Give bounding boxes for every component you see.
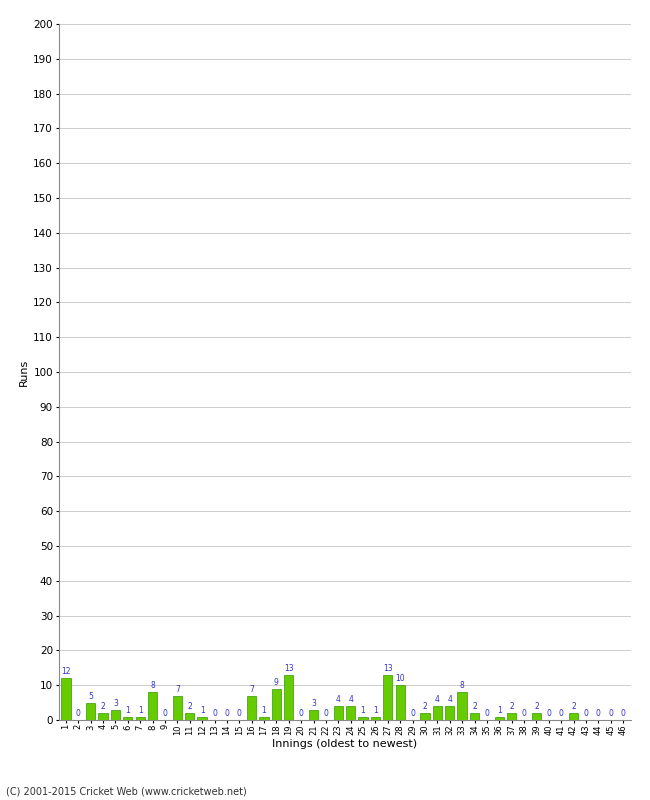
Text: 7: 7 (175, 685, 180, 694)
Text: 0: 0 (621, 710, 625, 718)
Text: 0: 0 (547, 710, 551, 718)
Text: 1: 1 (200, 706, 205, 714)
Text: 4: 4 (348, 695, 353, 704)
Bar (532, 713, 541, 720)
Text: 3: 3 (113, 699, 118, 708)
Bar (148, 692, 157, 720)
Text: 2: 2 (187, 702, 192, 711)
Text: 0: 0 (559, 710, 564, 718)
Bar (247, 696, 256, 720)
Text: 2: 2 (571, 702, 576, 711)
Bar (396, 685, 405, 720)
Bar (198, 717, 207, 720)
Text: 2: 2 (534, 702, 539, 711)
Bar (98, 713, 108, 720)
Bar (358, 717, 368, 720)
Text: 2: 2 (101, 702, 105, 711)
Bar (111, 710, 120, 720)
Text: 13: 13 (284, 664, 294, 673)
Text: 0: 0 (237, 710, 242, 718)
Bar (86, 702, 96, 720)
Bar (136, 717, 145, 720)
Text: 8: 8 (460, 682, 465, 690)
Text: 0: 0 (212, 710, 217, 718)
X-axis label: Innings (oldest to newest): Innings (oldest to newest) (272, 739, 417, 749)
Bar (470, 713, 479, 720)
Text: 0: 0 (76, 710, 81, 718)
Bar (309, 710, 318, 720)
Text: 4: 4 (435, 695, 440, 704)
Bar (124, 717, 133, 720)
Text: 2: 2 (509, 702, 514, 711)
Text: 7: 7 (249, 685, 254, 694)
Text: 0: 0 (224, 710, 229, 718)
Bar (346, 706, 356, 720)
Text: 0: 0 (584, 710, 588, 718)
Text: 1: 1 (125, 706, 130, 714)
Bar (333, 706, 343, 720)
Bar (507, 713, 516, 720)
Text: 0: 0 (608, 710, 613, 718)
Bar (61, 678, 71, 720)
Bar (185, 713, 194, 720)
Text: 0: 0 (162, 710, 168, 718)
Text: 0: 0 (324, 710, 328, 718)
Text: 0: 0 (596, 710, 601, 718)
Bar (495, 717, 504, 720)
Text: 1: 1 (497, 706, 502, 714)
Bar (370, 717, 380, 720)
Bar (421, 713, 430, 720)
Bar (458, 692, 467, 720)
Bar (445, 706, 454, 720)
Text: 4: 4 (336, 695, 341, 704)
Text: 8: 8 (150, 682, 155, 690)
Bar (272, 689, 281, 720)
Text: 4: 4 (447, 695, 452, 704)
Text: 0: 0 (484, 710, 489, 718)
Text: 12: 12 (61, 667, 71, 677)
Text: 0: 0 (410, 710, 415, 718)
Y-axis label: Runs: Runs (19, 358, 29, 386)
Bar (173, 696, 182, 720)
Text: 9: 9 (274, 678, 279, 687)
Text: 3: 3 (311, 699, 316, 708)
Bar (569, 713, 578, 720)
Text: 1: 1 (373, 706, 378, 714)
Bar (433, 706, 442, 720)
Text: 13: 13 (383, 664, 393, 673)
Text: 1: 1 (138, 706, 142, 714)
Text: 2: 2 (422, 702, 427, 711)
Text: 5: 5 (88, 692, 93, 701)
Bar (284, 674, 293, 720)
Text: 1: 1 (262, 706, 266, 714)
Text: 0: 0 (521, 710, 527, 718)
Bar (384, 674, 393, 720)
Text: (C) 2001-2015 Cricket Web (www.cricketweb.net): (C) 2001-2015 Cricket Web (www.cricketwe… (6, 786, 247, 796)
Text: 2: 2 (472, 702, 477, 711)
Text: 1: 1 (361, 706, 365, 714)
Bar (259, 717, 268, 720)
Text: 0: 0 (299, 710, 304, 718)
Text: 10: 10 (395, 674, 405, 683)
